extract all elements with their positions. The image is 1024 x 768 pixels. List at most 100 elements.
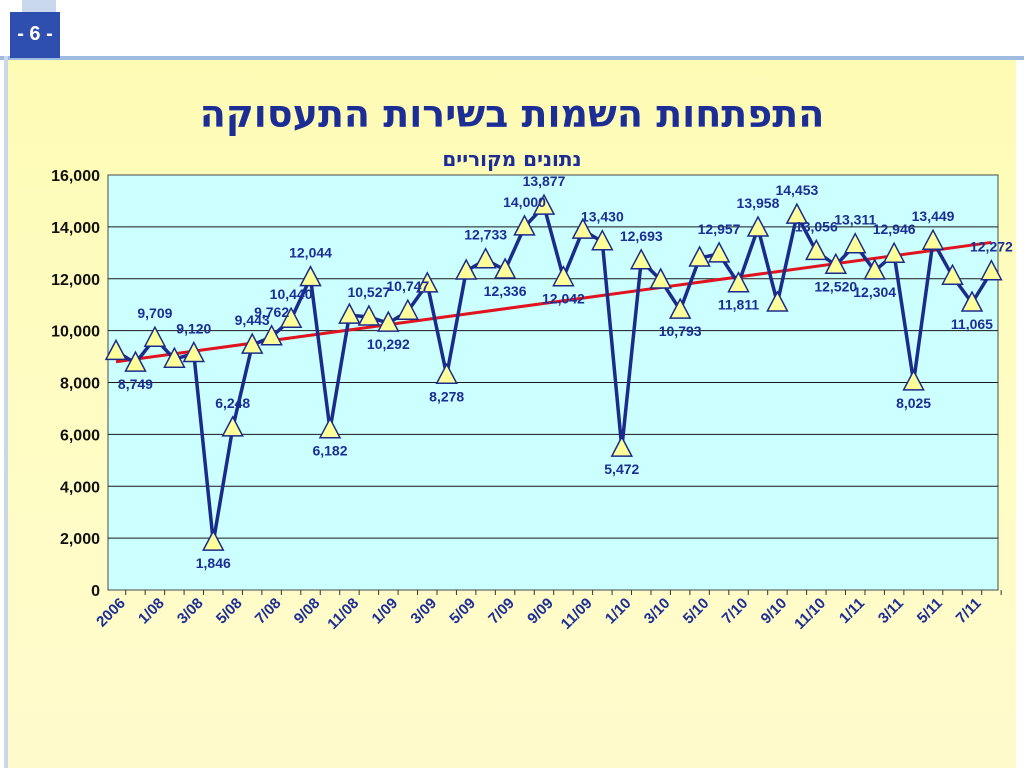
data-point-marker [941, 263, 964, 285]
data-point-marker [921, 228, 945, 250]
x-tick-label: 9/10 [758, 595, 791, 628]
y-tick-label: 2,000 [60, 531, 100, 548]
data-label: 12,957 [698, 221, 741, 237]
x-tick-label: 1/11 [836, 595, 868, 627]
data-label: 11,065 [951, 316, 993, 332]
data-point-marker [591, 229, 614, 251]
data-label: 6,248 [215, 395, 250, 411]
x-tick-label: 3/08 [174, 595, 207, 628]
data-label: 10,292 [367, 336, 410, 352]
data-label: 12,272 [970, 239, 1013, 255]
data-point-marker [960, 290, 984, 312]
data-label: 14,000 [503, 194, 546, 210]
page-number-badge: - 6 - [10, 12, 60, 58]
left-rule [4, 56, 8, 768]
data-point-marker [377, 310, 400, 332]
data-point-marker [104, 338, 128, 361]
data-point-marker [707, 241, 731, 263]
chart-subtitle: נתונים מקוריים [442, 147, 582, 171]
data-point-marker [124, 350, 147, 372]
x-tick-label: 3/09 [407, 595, 440, 628]
data-point-marker [202, 529, 225, 551]
x-tick-label: 9/09 [524, 595, 557, 628]
data-point-marker [727, 271, 750, 293]
y-tick-label: 6,000 [60, 427, 100, 444]
data-point-marker [610, 435, 634, 457]
data-label: 13,311 [834, 212, 876, 228]
page-badge-tab [22, 0, 56, 14]
data-label: 10,440 [270, 286, 313, 302]
data-point-marker [805, 238, 828, 261]
data-point-marker [416, 271, 439, 293]
data-point-marker [299, 264, 322, 287]
y-tick-label: 14,000 [51, 220, 100, 237]
data-point-marker [629, 248, 653, 270]
y-tick-label: 0 [91, 583, 100, 600]
data-label: 10,747 [386, 278, 429, 294]
data-point-marker [279, 306, 303, 328]
series-line [115, 204, 993, 544]
data-point-marker [882, 241, 906, 263]
data-label: 10,527 [347, 284, 390, 300]
data-point-marker [843, 232, 867, 254]
x-tick-label: 1/08 [135, 595, 168, 628]
data-label: 12,044 [289, 245, 332, 261]
x-tick-label: 7/10 [719, 595, 752, 628]
data-point-marker [863, 258, 886, 280]
data-label: 5,472 [604, 461, 639, 477]
data-label: 9,443 [235, 312, 270, 328]
data-point-marker [493, 257, 517, 279]
data-label: 9,762 [254, 304, 289, 320]
x-tick-label: 7/09 [485, 595, 518, 628]
x-tick-label: 1/10 [602, 595, 635, 628]
x-tick-label: 5/09 [446, 595, 479, 628]
data-label: 12,693 [620, 228, 663, 244]
data-point-marker [221, 415, 244, 437]
data-label: 8,025 [896, 395, 931, 411]
data-point-marker [688, 245, 711, 267]
data-point-marker [532, 193, 556, 215]
data-point-marker [513, 214, 536, 236]
x-tick-label: 5/08 [213, 595, 246, 628]
chart-title: התפתחות השמות בשירות התעסוקה [199, 92, 825, 136]
top-rule [0, 56, 1024, 60]
data-label: 12,520 [814, 278, 857, 294]
y-tick-label: 12,000 [51, 272, 100, 289]
x-tick-label: 11/10 [791, 595, 829, 633]
data-point-marker [785, 202, 809, 224]
data-point-marker [454, 258, 478, 280]
data-label: 8,749 [118, 376, 153, 392]
data-label: 12,733 [464, 227, 507, 243]
data-point-marker [240, 332, 264, 354]
data-point-marker [571, 217, 595, 239]
data-point-marker [766, 290, 789, 312]
data-label: 1,846 [196, 555, 231, 571]
data-point-marker [649, 267, 672, 289]
x-tick-label: 1/09 [369, 595, 402, 628]
x-tick-label: 7/08 [252, 595, 285, 628]
data-label: 12,336 [484, 283, 527, 299]
x-tick-label: 11/09 [558, 595, 596, 633]
data-point-marker [396, 298, 420, 320]
x-tick-label: 9/08 [291, 595, 324, 628]
y-tick-label: 4,000 [60, 479, 100, 496]
data-label: 6,182 [312, 443, 347, 459]
data-point-marker [182, 340, 206, 363]
data-point-marker [980, 259, 1003, 281]
data-point-marker [318, 417, 342, 439]
data-label: 13,958 [737, 195, 780, 211]
data-point-marker [746, 215, 770, 237]
x-tick-label: 5/11 [914, 595, 946, 627]
data-label: 13,056 [795, 218, 838, 234]
data-label: 13,877 [523, 173, 566, 189]
data-point-marker [668, 297, 692, 319]
data-point-marker [143, 325, 167, 347]
data-point-marker [824, 252, 848, 275]
data-point-marker [474, 247, 497, 269]
data-label: 13,430 [581, 209, 624, 225]
data-point-marker [163, 346, 186, 368]
y-tick-label: 10,000 [51, 324, 100, 341]
data-label: 9,120 [176, 320, 211, 336]
x-tick-label: 3/11 [875, 595, 907, 627]
data-label: 8,278 [429, 388, 464, 404]
